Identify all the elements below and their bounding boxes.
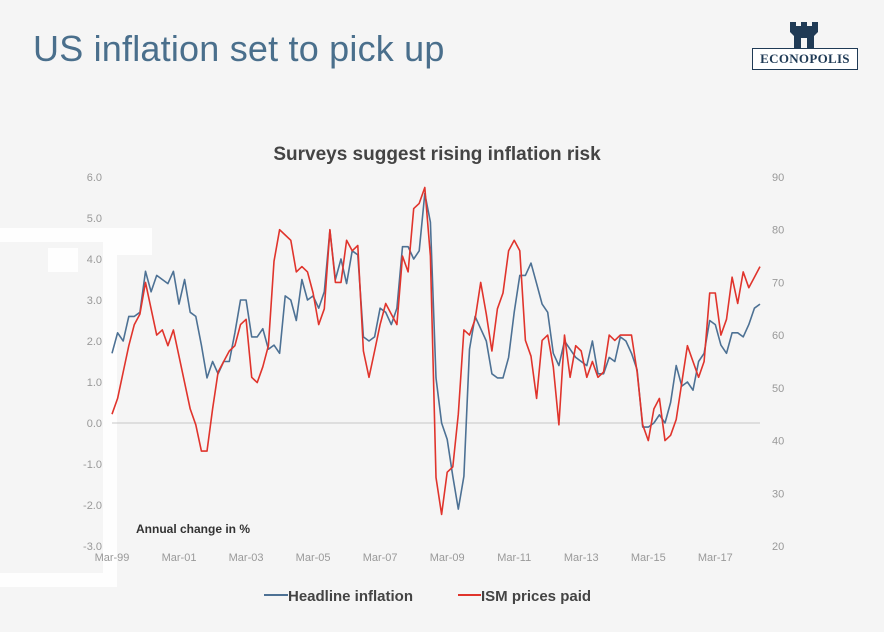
x-tick-label: Mar-01 [162, 552, 197, 564]
right-axis: 90 80 70 60 50 40 30 20 [772, 172, 784, 553]
x-axis: Mar-99 Mar-01 Mar-03 Mar-05 Mar-07 Mar-09 Mar-… [95, 552, 733, 564]
right-tick-label: 20 [772, 541, 784, 553]
right-tick-label: 80 [772, 225, 784, 237]
right-tick-label: 50 [772, 383, 784, 395]
left-tick-label: 3.0 [87, 295, 102, 307]
x-tick-label: Mar-99 [95, 552, 130, 564]
x-tick-label: Mar-03 [229, 552, 264, 564]
x-tick-label: Mar-11 [497, 552, 531, 564]
right-tick-label: 70 [772, 277, 784, 289]
logo-wordmark: ECONOPOLIS [752, 48, 858, 70]
decorative-frame [0, 228, 152, 587]
legend-label-headline: Headline inflation [288, 588, 413, 605]
legend: Headline inflation ISM prices paid [264, 588, 591, 605]
x-tick-label: Mar-15 [631, 552, 666, 564]
annotation: Annual change in % [136, 522, 250, 536]
x-tick-label: Mar-07 [363, 552, 398, 564]
left-tick-label: -1.0 [83, 459, 102, 471]
x-tick-label: Mar-13 [564, 552, 599, 564]
chart-title: Surveys suggest rising inflation risk [273, 144, 601, 165]
left-tick-label: -3.0 [83, 541, 102, 553]
x-tick-label: Mar-17 [698, 552, 733, 564]
slide-title: US inflation set to pick up [33, 28, 445, 69]
right-tick-label: 90 [772, 172, 784, 184]
inflation-chart: Surveys suggest rising inflation risk 6.… [0, 144, 784, 605]
brand-logo: ECONOPOLIS [752, 18, 858, 78]
x-tick-label: Mar-09 [430, 552, 465, 564]
castle-tower-icon [790, 22, 818, 52]
x-tick-label: Mar-05 [296, 552, 331, 564]
left-tick-label: -2.0 [83, 500, 102, 512]
right-tick-label: 30 [772, 488, 784, 500]
left-tick-label: 0.0 [87, 418, 102, 430]
series-layer [111, 186, 761, 516]
series-line-ism-prices-paid [111, 186, 761, 516]
right-tick-label: 60 [772, 330, 784, 342]
left-tick-label: 5.0 [87, 213, 102, 225]
legend-label-ism: ISM prices paid [481, 588, 591, 605]
left-tick-label: 2.0 [87, 336, 102, 348]
right-tick-label: 40 [772, 436, 784, 448]
left-axis: 6.0 5.0 4.0 3.0 2.0 1.0 0.0 -1.0 -2.0 -3.0 [83, 172, 102, 553]
left-tick-label: 1.0 [87, 377, 102, 389]
left-tick-label: 6.0 [87, 172, 102, 184]
left-tick-label: 4.0 [87, 254, 102, 266]
